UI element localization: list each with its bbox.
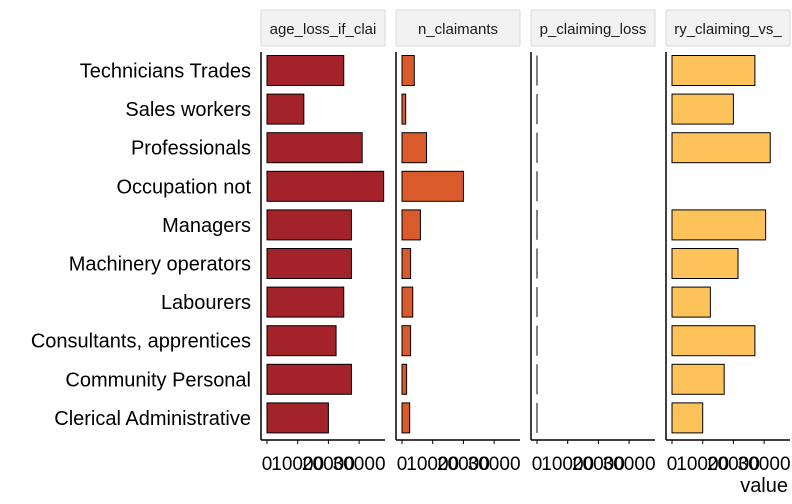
bar: [266, 209, 352, 241]
x-tick-label: 10000: [676, 454, 729, 475]
x-tick-label: 30000: [468, 454, 521, 475]
bar: [266, 402, 329, 434]
strip-background: [530, 9, 656, 47]
bar: [671, 325, 756, 357]
x-tick-label: 20000: [572, 454, 625, 475]
x-tick-label: 0: [397, 454, 408, 475]
strip-label: age_loss_if_clai: [270, 21, 377, 38]
bar: [401, 170, 464, 202]
x-tick-label: 10000: [541, 454, 594, 475]
x-tick-label: 30000: [603, 454, 656, 475]
category-label: Sales workers: [125, 99, 251, 121]
x-tick-label: 20000: [437, 454, 490, 475]
bar: [401, 402, 411, 434]
category-label: Managers: [162, 215, 251, 237]
bar: [266, 170, 385, 202]
category-labels: Technicians Trades Sales workers Professio…: [31, 61, 252, 430]
x-tick-label: 20000: [302, 454, 355, 475]
bar: [266, 132, 363, 164]
bar: [671, 132, 771, 164]
bar: [266, 248, 352, 279]
bar: [266, 363, 352, 395]
bar: [671, 363, 725, 395]
x-tick-label: 10000: [271, 454, 324, 475]
bar: [401, 248, 412, 279]
x-tick-label: 0: [262, 454, 273, 475]
strip-label: n_claimants: [418, 21, 498, 38]
strip-label: p_claiming_loss: [540, 21, 647, 38]
x-tick-label: 20000: [707, 454, 760, 475]
panel-strip: age_loss_if_clai: [260, 9, 386, 47]
strip-background: [395, 9, 521, 47]
category-label: Occupation not: [116, 176, 251, 198]
panel-strip: n_claimants: [395, 9, 521, 47]
bar: [671, 55, 756, 86]
x-tick-label: 0: [667, 454, 678, 475]
category-label: Clerical Administrative: [54, 408, 251, 430]
bar: [671, 402, 704, 434]
strip-background: [260, 9, 386, 47]
bar: [266, 55, 345, 86]
bar: [401, 363, 408, 395]
bar: [671, 93, 734, 125]
bar: [401, 325, 412, 357]
bar: [266, 286, 345, 318]
category-label: Professionals: [131, 138, 251, 160]
category-label: Technicians Trades: [80, 61, 251, 83]
category-label: Labourers: [161, 292, 251, 314]
bar: [671, 209, 767, 241]
bar: [401, 209, 421, 241]
category-label: Machinery operators: [69, 254, 251, 276]
x-tick-label: 30000: [738, 454, 791, 475]
bar: [266, 93, 305, 125]
x-tick-label: 10000: [406, 454, 459, 475]
bar: [671, 248, 739, 279]
x-tick-label: 30000: [333, 454, 386, 475]
bar: [671, 286, 711, 318]
bar: [401, 286, 414, 318]
category-label: Community Personal: [65, 369, 251, 391]
bar: [266, 325, 337, 357]
panel-strip: p_claiming_loss: [530, 9, 656, 47]
x-axis-title: value: [740, 475, 788, 497]
bar: [401, 55, 415, 86]
panel-strips: age_loss_if_clai n_claimants p_claiming_lo…: [260, 9, 791, 47]
panel-strip: ry_claiming_vs_: [665, 9, 791, 47]
x-tick-label: 0: [532, 454, 543, 475]
strip-background: [665, 9, 791, 47]
bar: [401, 132, 428, 164]
strip-label: ry_claiming_vs_: [674, 21, 782, 38]
bar: [401, 93, 407, 125]
category-label: Consultants, apprentices: [31, 331, 251, 353]
